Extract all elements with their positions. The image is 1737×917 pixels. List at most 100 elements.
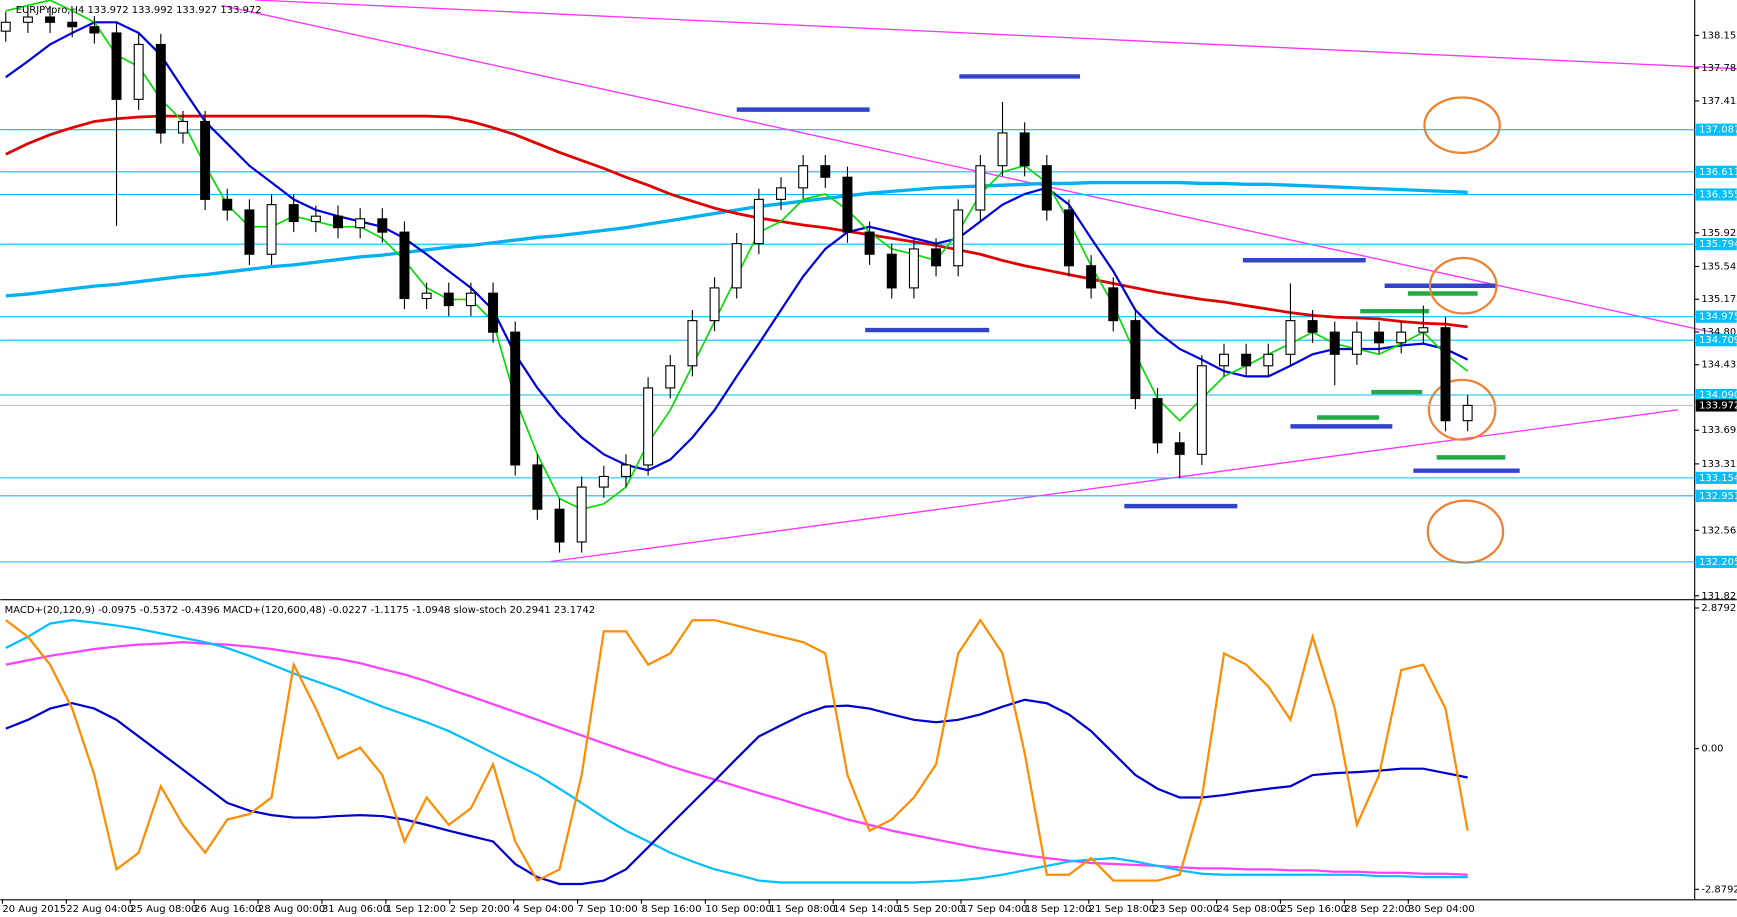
y-tick-label: 131.822 bbox=[1701, 591, 1737, 602]
candle-body bbox=[532, 464, 543, 510]
candle-body bbox=[1440, 327, 1451, 422]
candle-body bbox=[997, 132, 1008, 167]
candle-body bbox=[709, 287, 720, 322]
indicator-line bbox=[5, 618, 1469, 883]
level-label-box bbox=[1695, 555, 1737, 568]
indicator-line bbox=[5, 619, 1468, 884]
candle-body bbox=[266, 204, 277, 255]
current-price-box bbox=[1695, 399, 1737, 412]
candle-body bbox=[355, 218, 366, 229]
y-tick-label: 135.172 bbox=[1701, 294, 1737, 305]
x-tick-label: 2 Sep 20:00 bbox=[450, 904, 510, 915]
y-tick-label: 137.412 bbox=[1701, 96, 1737, 107]
level-label-box bbox=[1695, 489, 1737, 502]
ellipse bbox=[1428, 256, 1498, 315]
support-marks bbox=[1317, 291, 1506, 460]
trendline bbox=[254, 0, 1737, 70]
x-tick-label: 4 Sep 04:00 bbox=[514, 904, 574, 915]
x-tick-label: 30 Sep 04:00 bbox=[1408, 904, 1474, 915]
x-tick-label: 24 Sep 08:00 bbox=[1217, 904, 1283, 915]
level-label: 132.205 bbox=[1699, 557, 1737, 568]
ellipse bbox=[1427, 378, 1497, 441]
candle-body bbox=[1174, 442, 1185, 455]
candle-body bbox=[820, 165, 831, 178]
y-tick-label: 138.152 bbox=[1701, 30, 1737, 41]
candle-body bbox=[886, 253, 897, 289]
y-tick-label: 133.312 bbox=[1701, 459, 1737, 470]
candle-body bbox=[1086, 265, 1097, 289]
indicator-line bbox=[5, 698, 1468, 886]
candle-body bbox=[931, 248, 942, 267]
x-tick-label: 26 Aug 16:00 bbox=[194, 904, 261, 915]
candle-body bbox=[776, 187, 786, 200]
x-tick-label: 25 Aug 08:00 bbox=[130, 904, 197, 915]
candle-body bbox=[864, 231, 875, 255]
candle-body bbox=[554, 508, 565, 543]
y-tick-label: -2.8792 bbox=[1701, 884, 1737, 895]
y-tick-label: 133.692 bbox=[1701, 425, 1737, 436]
candle-body bbox=[798, 165, 809, 189]
candle-body bbox=[1418, 327, 1429, 333]
y-tick-label: 137.782 bbox=[1701, 63, 1737, 74]
x-tick-label: 23 Sep 00:00 bbox=[1153, 904, 1219, 915]
candle-body bbox=[155, 43, 166, 134]
ellipse bbox=[1426, 499, 1505, 564]
level-label: 136.611 bbox=[1699, 167, 1737, 178]
x-tick-label: 31 Aug 06:00 bbox=[322, 904, 389, 915]
candle-body bbox=[1130, 320, 1141, 400]
level-label-box bbox=[1695, 471, 1737, 484]
ellipse bbox=[1423, 96, 1501, 154]
candle-body bbox=[0, 21, 11, 32]
candle-body bbox=[1462, 404, 1473, 422]
candle-body bbox=[1351, 331, 1362, 355]
highlight-circles bbox=[1423, 96, 1505, 564]
candle-body bbox=[1285, 320, 1296, 355]
level-label-box bbox=[1695, 165, 1737, 178]
candle-body bbox=[1152, 397, 1163, 444]
x-tick-label: 20 Aug 2015 bbox=[2, 904, 66, 915]
y-tick-label: 0.00 bbox=[1701, 744, 1723, 755]
resistance-marks bbox=[736, 74, 1520, 509]
candle-body bbox=[465, 292, 476, 307]
candle-body bbox=[953, 209, 964, 267]
candle-body bbox=[576, 486, 587, 543]
level-label: 137.087 bbox=[1699, 125, 1737, 136]
level-label-box bbox=[1695, 388, 1737, 402]
y-tick-label: 2.8792 bbox=[1701, 603, 1736, 614]
level-label-box bbox=[1695, 310, 1737, 323]
candle-body bbox=[1263, 353, 1274, 367]
y-tick-label: 135.922 bbox=[1701, 228, 1737, 239]
candle-body bbox=[1219, 353, 1229, 367]
candle-body bbox=[1329, 331, 1340, 355]
candle-body bbox=[687, 320, 698, 367]
level-label: 134.709 bbox=[1699, 335, 1737, 346]
candle-body bbox=[1307, 320, 1318, 333]
level-label-box bbox=[1695, 188, 1737, 201]
level-label: 135.794 bbox=[1699, 239, 1737, 250]
candle-body bbox=[731, 243, 742, 289]
level-label-box bbox=[1695, 123, 1737, 136]
candle-body bbox=[222, 198, 233, 211]
x-tick-label: 14 Sep 14:00 bbox=[833, 904, 899, 915]
candle-body bbox=[488, 292, 499, 333]
candle-body bbox=[975, 165, 986, 211]
candle-body bbox=[643, 387, 654, 466]
level-label-box bbox=[1695, 334, 1737, 347]
candle-body bbox=[1019, 132, 1030, 167]
candle-body bbox=[1196, 365, 1207, 455]
level-label-box bbox=[1695, 238, 1737, 251]
x-tick-label: 8 Sep 16:00 bbox=[641, 904, 701, 915]
candle-body bbox=[200, 120, 211, 200]
candle-body bbox=[244, 209, 255, 255]
x-tick-label: 7 Sep 10:00 bbox=[578, 904, 638, 915]
candle-body bbox=[510, 331, 521, 466]
candle-body bbox=[22, 16, 33, 23]
candle-body bbox=[1041, 165, 1052, 211]
candle-body bbox=[377, 218, 388, 233]
candle-body bbox=[1396, 331, 1407, 344]
moving-average bbox=[5, 114, 1468, 329]
x-tick-label: 21 Sep 18:00 bbox=[1089, 904, 1155, 915]
x-tick-label: 28 Sep 22:00 bbox=[1344, 904, 1410, 915]
candle-body bbox=[842, 176, 853, 233]
